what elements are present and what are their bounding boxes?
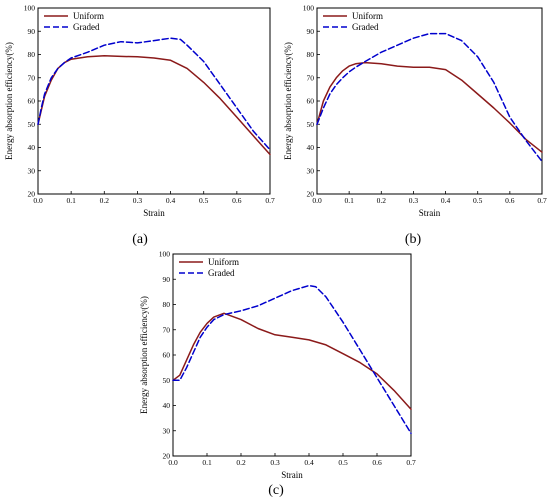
y-tick-label: 70 [307, 73, 315, 82]
y-tick-label: 50 [307, 120, 315, 129]
y-tick-label: 30 [163, 426, 171, 435]
x-tick-label: 0.1 [202, 458, 212, 467]
legend-label-graded: Graded [352, 22, 379, 32]
plot-frame [316, 7, 543, 195]
x-tick-label: 0.6 [232, 196, 242, 205]
x-tick-label: 0.0 [33, 196, 43, 205]
legend-label-graded: Graded [73, 22, 100, 32]
panel-label: (a) [132, 232, 148, 247]
series-line-uniform [316, 61, 543, 153]
y-axis-title: Energy absorption efficiency(%) [283, 42, 293, 160]
y-tick-label: 30 [307, 166, 315, 175]
x-tick-label: 0.1 [344, 196, 354, 205]
series-line-graded [316, 32, 543, 163]
y-tick-label: 90 [163, 275, 171, 284]
y-tick-label: 20 [28, 190, 36, 199]
y-tick-label: 80 [28, 50, 36, 59]
x-tick-label: 0.5 [473, 196, 483, 205]
series-line-uniform [172, 312, 412, 411]
x-tick-label: 0.4 [166, 196, 176, 205]
y-tick-label: 90 [307, 27, 315, 36]
y-tick-label: 70 [28, 73, 36, 82]
series-line-graded [37, 37, 271, 151]
x-tick-label: 0.2 [236, 458, 246, 467]
x-axis-title: Strain [419, 208, 441, 218]
x-tick-label: 0.6 [505, 196, 515, 205]
panel-label: (b) [405, 232, 422, 247]
y-tick-label: 60 [163, 351, 171, 360]
y-tick-label: 20 [163, 452, 171, 461]
y-tick-label: 30 [28, 166, 36, 175]
x-tick-label: 0.7 [406, 458, 416, 467]
plot-frame [37, 7, 271, 195]
y-tick-label: 100 [159, 250, 171, 259]
y-tick-label: 40 [307, 143, 315, 152]
y-tick-label: 60 [28, 97, 36, 106]
x-axis-title: Strain [281, 470, 303, 480]
x-axis-title: Strain [143, 208, 165, 218]
legend-label-uniform: Uniform [352, 11, 383, 21]
x-tick-label: 0.0 [168, 458, 178, 467]
x-tick-label: 0.3 [133, 196, 143, 205]
y-tick-label: 100 [303, 4, 315, 13]
legend-label-graded: Graded [208, 268, 235, 278]
x-tick-label: 0.0 [312, 196, 322, 205]
plot-frame [172, 253, 412, 457]
x-tick-label: 0.4 [441, 196, 451, 205]
y-tick-label: 80 [307, 50, 315, 59]
chart-panel-2: 0.0 0.1 0.2 0.3 0.4 0.5 0.6 0.7 20 30 40 50 60 70 80 90… [283, 4, 547, 248]
x-tick-label: 0.7 [537, 196, 547, 205]
y-tick-label: 20 [307, 190, 315, 199]
x-tick-label: 0.2 [100, 196, 110, 205]
x-tick-label: 0.5 [338, 458, 348, 467]
x-tick-label: 0.1 [66, 196, 76, 205]
x-tick-label: 0.3 [270, 458, 280, 467]
chart-panel-3: 0.0 0.1 0.2 0.3 0.4 0.5 0.6 0.7 20 30 40 50 60 70 80 90… [139, 250, 416, 499]
x-tick-label: 0.2 [377, 196, 387, 205]
x-tick-label: 0.6 [372, 458, 382, 467]
x-tick-label: 0.5 [199, 196, 209, 205]
legend-label-uniform: Uniform [73, 11, 104, 21]
y-axis-title: Energy absorption efficiency(%) [4, 42, 14, 160]
x-tick-label: 0.4 [304, 458, 314, 467]
y-tick-label: 40 [163, 401, 171, 410]
panel-label: (c) [268, 483, 284, 498]
y-tick-label: 60 [307, 97, 315, 106]
chart-panel-1: 0.0 0.1 0.2 0.3 0.4 0.5 0.6 0.7 20 30 40 50 60 70 80 90… [4, 4, 275, 248]
legend-label-uniform: Uniform [208, 257, 239, 267]
y-tick-label: 100 [24, 4, 36, 13]
y-tick-label: 90 [28, 27, 36, 36]
y-tick-label: 70 [163, 325, 171, 334]
series-line-graded [172, 284, 412, 435]
series-line-uniform [37, 54, 271, 156]
x-tick-label: 0.7 [265, 196, 275, 205]
x-tick-label: 0.3 [409, 196, 419, 205]
y-tick-label: 80 [163, 300, 171, 309]
y-tick-label: 40 [28, 143, 36, 152]
y-axis-title: Energy absorption efficiency(%) [139, 296, 149, 414]
y-tick-label: 50 [28, 120, 36, 129]
y-tick-label: 50 [163, 376, 171, 385]
